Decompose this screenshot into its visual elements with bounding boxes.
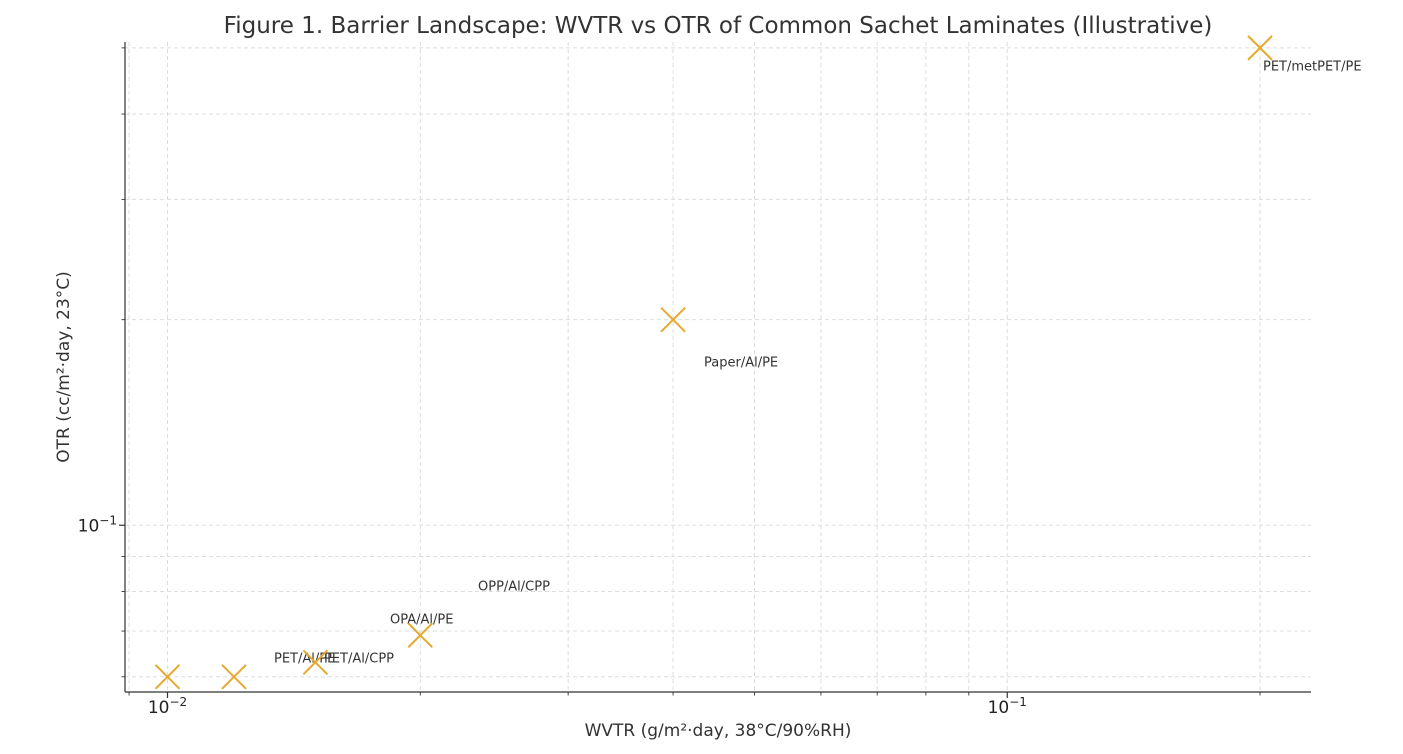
ticks: 10−2 10−1 10−1 [78,47,1261,718]
data-point-label: PET/metPET/PE [1263,60,1362,75]
y-tick-label: 10−1 [78,513,117,536]
chart-title: Figure 1. Barrier Landscape: WVTR vs OTR… [224,13,1213,39]
axes [124,42,1311,693]
y-axis-label: OTR (cc/m²·day, 23°C) [54,271,74,463]
data-point: Paper/Al/PE [660,306,778,371]
data-point-label: PET/Al/PE [274,652,335,667]
data-point-marker [302,649,329,676]
data-point-label: OPA/Al/PE [390,613,453,628]
data-point-marker [1247,35,1273,61]
grid [125,42,1311,692]
data-point-marker [660,306,686,333]
data-point-label: Paper/Al/PE [704,356,778,371]
data-point: OPA/Al/PE [302,613,453,676]
data-point-label: PET/Al/CPP [324,652,394,667]
x-tick-label: 10−1 [988,695,1027,718]
x-tick-label: 10−2 [148,695,187,718]
data-point: OPP/Al/CPP [407,580,550,649]
data-point-marker [221,664,247,690]
x-axis-label: WVTR (g/m²·day, 38°C/90%RH) [585,721,852,741]
data-point-label: OPP/Al/CPP [478,580,550,595]
data-point-marker [407,622,433,649]
data-point: PET/Al/CPP [221,652,394,690]
data-point: PET/Al/PE [154,652,335,690]
data-point: PET/metPET/PE [1247,35,1362,75]
data-point-marker [154,664,181,690]
